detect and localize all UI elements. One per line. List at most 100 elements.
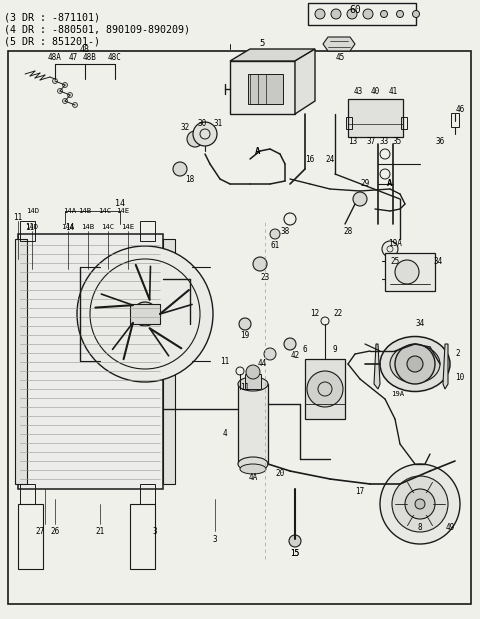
Text: 25: 25 xyxy=(390,256,400,266)
Text: 14A: 14A xyxy=(61,224,74,230)
Text: 47: 47 xyxy=(68,53,78,61)
Text: 26: 26 xyxy=(50,527,60,535)
Text: 23: 23 xyxy=(260,272,270,282)
Circle shape xyxy=(381,11,387,17)
Circle shape xyxy=(58,89,62,93)
Text: A: A xyxy=(255,147,261,155)
Circle shape xyxy=(405,489,435,519)
Text: 45: 45 xyxy=(336,53,345,61)
Text: 31: 31 xyxy=(214,119,223,129)
Text: 14D: 14D xyxy=(25,224,38,230)
Circle shape xyxy=(315,9,325,19)
Text: 19A: 19A xyxy=(391,391,405,397)
Bar xyxy=(18,234,163,489)
Text: 34: 34 xyxy=(415,319,425,329)
Bar xyxy=(20,484,35,504)
Text: 38: 38 xyxy=(280,227,289,235)
Text: 48B: 48B xyxy=(83,53,97,61)
Bar xyxy=(248,74,283,104)
Text: 11: 11 xyxy=(13,212,23,222)
Text: 42: 42 xyxy=(290,352,300,360)
Circle shape xyxy=(347,9,357,19)
Text: 48C: 48C xyxy=(108,53,122,61)
Text: 20: 20 xyxy=(276,469,285,478)
Text: 14A: 14A xyxy=(63,208,77,214)
Text: 43: 43 xyxy=(353,87,362,97)
Circle shape xyxy=(62,98,68,103)
Circle shape xyxy=(392,476,448,532)
Text: 37: 37 xyxy=(366,137,376,147)
Text: (4 DR : -880501, 890109-890209): (4 DR : -880501, 890109-890209) xyxy=(4,24,190,34)
Circle shape xyxy=(412,11,420,17)
Text: 15: 15 xyxy=(290,550,300,558)
Circle shape xyxy=(140,309,150,319)
Polygon shape xyxy=(374,344,380,389)
Circle shape xyxy=(407,356,423,372)
Bar xyxy=(130,304,160,324)
Circle shape xyxy=(173,162,187,176)
Bar xyxy=(140,221,155,241)
Bar xyxy=(20,221,35,241)
Bar xyxy=(305,359,345,419)
Text: 16: 16 xyxy=(305,155,314,163)
Circle shape xyxy=(415,499,425,509)
Text: 11: 11 xyxy=(220,357,229,365)
Circle shape xyxy=(193,122,217,146)
Text: 61: 61 xyxy=(270,241,280,251)
Bar xyxy=(8,51,471,604)
Circle shape xyxy=(62,82,68,87)
Bar xyxy=(238,384,268,464)
Polygon shape xyxy=(443,344,448,389)
Text: 14C: 14C xyxy=(101,224,115,230)
Ellipse shape xyxy=(238,377,268,391)
Text: 19: 19 xyxy=(240,332,250,340)
Circle shape xyxy=(270,229,280,239)
Ellipse shape xyxy=(390,345,440,383)
Text: 48A: 48A xyxy=(48,53,62,61)
Text: 9: 9 xyxy=(333,345,337,353)
Bar xyxy=(346,117,352,129)
Text: A: A xyxy=(387,180,393,189)
Circle shape xyxy=(246,365,260,379)
Bar xyxy=(308,3,416,25)
Text: 28: 28 xyxy=(343,227,353,235)
Text: 14B: 14B xyxy=(78,208,92,214)
Text: 3: 3 xyxy=(153,527,157,535)
Circle shape xyxy=(264,348,276,360)
Circle shape xyxy=(253,257,267,271)
Text: 21: 21 xyxy=(96,527,105,535)
Circle shape xyxy=(307,371,343,407)
Text: 22: 22 xyxy=(334,310,343,319)
Text: 10: 10 xyxy=(456,373,465,381)
Text: 36: 36 xyxy=(435,137,444,147)
Polygon shape xyxy=(295,49,315,114)
Text: 17: 17 xyxy=(355,487,365,495)
Circle shape xyxy=(284,338,296,350)
Text: 14: 14 xyxy=(65,222,74,232)
Circle shape xyxy=(395,260,419,284)
Text: 49: 49 xyxy=(445,522,455,532)
Text: 29: 29 xyxy=(360,180,370,189)
Circle shape xyxy=(382,241,398,257)
Text: 14: 14 xyxy=(115,199,125,207)
Circle shape xyxy=(289,535,301,547)
Text: (3 DR : -871101): (3 DR : -871101) xyxy=(4,12,100,22)
Circle shape xyxy=(353,192,367,206)
Text: 34: 34 xyxy=(433,256,443,266)
Text: 4: 4 xyxy=(223,430,228,438)
Text: 18: 18 xyxy=(185,175,194,183)
Text: 41: 41 xyxy=(388,87,397,97)
Text: 14B: 14B xyxy=(82,224,95,230)
Circle shape xyxy=(239,318,251,330)
Circle shape xyxy=(52,79,58,84)
Text: 4A: 4A xyxy=(248,472,258,482)
Circle shape xyxy=(363,9,373,19)
Text: 3: 3 xyxy=(213,534,217,543)
Ellipse shape xyxy=(380,337,450,391)
Text: 14E: 14E xyxy=(121,224,134,230)
Text: 12: 12 xyxy=(311,310,320,319)
Bar xyxy=(385,253,435,291)
Text: 27: 27 xyxy=(36,527,45,535)
Text: 60: 60 xyxy=(349,5,361,15)
Text: 13: 13 xyxy=(348,137,358,147)
